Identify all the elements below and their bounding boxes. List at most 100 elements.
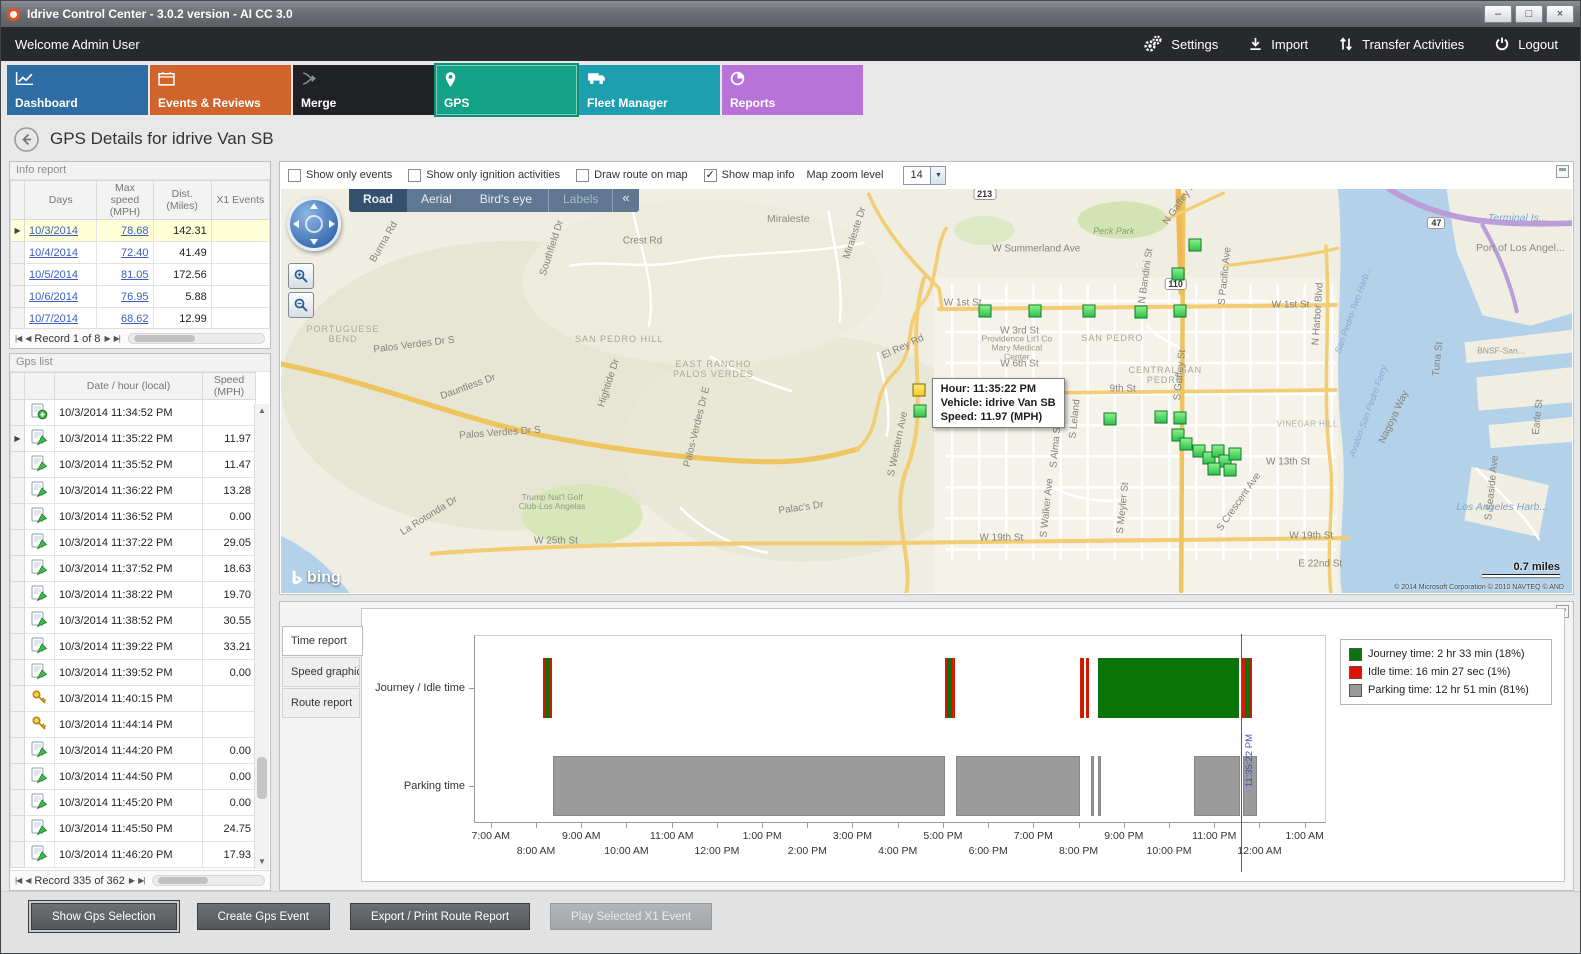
gps-row[interactable]: ▶ 10/3/2014 11:35:22 PM 11.97 (10, 425, 256, 452)
tab-merge[interactable]: Merge (293, 65, 434, 115)
pan-left-icon[interactable] (293, 220, 299, 228)
pan-right-icon[interactable] (329, 220, 335, 228)
vehicle-position-marker[interactable] (1188, 238, 1202, 252)
pager-first-button[interactable]: |◀ (15, 876, 22, 885)
vehicle-position-marker[interactable] (1103, 412, 1117, 426)
map-zoom-select[interactable]: 14 ▼ (903, 165, 947, 185)
gps-row[interactable]: 10/3/2014 11:46:20 PM 17.93 (10, 841, 256, 868)
gps-row[interactable]: 10/3/2014 11:38:22 PM 19.70 (10, 581, 256, 608)
map-view-tab-bird-s-eye[interactable]: Bird's eye (479, 192, 532, 206)
tab-time-report[interactable]: Time report (282, 626, 363, 656)
tab-speed-graphic[interactable]: Speed graphic (282, 657, 360, 687)
topbar-action-logout[interactable]: Logout (1494, 36, 1558, 52)
day-link[interactable]: 10/7/2014 (29, 312, 78, 325)
map-view-tab-labels[interactable]: Labels (548, 189, 612, 212)
pager-next-button[interactable]: ▶ (128, 876, 135, 885)
selected-position-marker[interactable] (912, 383, 926, 397)
vehicle-position-marker[interactable] (1173, 304, 1187, 318)
max-speed-link[interactable]: 78.68 (120, 224, 149, 237)
vehicle-position-marker[interactable] (1192, 444, 1206, 458)
scrollbar-thumb[interactable] (257, 757, 267, 800)
close-button[interactable]: × (1546, 5, 1574, 23)
chevron-down-icon[interactable]: ▼ (930, 166, 946, 184)
checkbox-show-only-events[interactable]: Show only events (288, 168, 392, 182)
map-pan-compass[interactable] (287, 197, 341, 251)
collapse-map-menu-icon[interactable]: « (612, 189, 638, 212)
gps-row[interactable]: 10/3/2014 11:40:15 PM (10, 685, 256, 712)
vehicle-position-marker[interactable] (1207, 462, 1221, 476)
gps-row[interactable]: 10/3/2014 11:44:20 PM 0.00 (10, 737, 256, 764)
map[interactable]: Miraleste Peck Park W Summerland Ave Crest … (281, 189, 1572, 593)
pan-down-icon[interactable] (310, 239, 318, 245)
gps-row[interactable]: 10/3/2014 11:34:52 PM (10, 399, 256, 426)
gps-row[interactable]: 10/3/2014 11:45:50 PM 24.75 (10, 815, 256, 842)
vehicle-position-marker[interactable] (1179, 437, 1193, 451)
checkbox-box[interactable]: ✓ (703, 168, 717, 182)
vehicle-position-marker[interactable] (1171, 267, 1185, 281)
panel-expand-icon[interactable] (1556, 165, 1569, 178)
day-link[interactable]: 10/6/2014 (29, 290, 78, 303)
show-gps-selection-button[interactable]: Show Gps Selection (31, 903, 177, 930)
vehicle-position-marker[interactable] (1082, 304, 1096, 318)
horizontal-scrollbar[interactable] (127, 333, 265, 344)
checkbox-box[interactable] (408, 168, 422, 182)
topbar-action-settings[interactable]: Settings (1142, 35, 1218, 53)
back-button[interactable] (13, 126, 40, 153)
pan-up-icon[interactable] (310, 203, 318, 209)
gps-row[interactable]: 10/3/2014 11:44:14 PM (10, 711, 256, 738)
tab-fleet-manager[interactable]: Fleet Manager (579, 65, 720, 115)
info-row[interactable]: 10/5/2014 81.05 172.56 (9, 263, 271, 286)
info-row[interactable]: ▶ 10/3/2014 78.68 142.31 (9, 219, 271, 242)
pager-first-button[interactable]: |◀ (15, 334, 22, 343)
compass-center[interactable] (305, 215, 323, 233)
vehicle-position-marker[interactable] (978, 304, 992, 318)
tab-dashboard[interactable]: Dashboard (7, 65, 148, 115)
gps-row[interactable]: 10/3/2014 11:38:52 PM 30.55 (10, 607, 256, 634)
checkbox-show-only-ignition-activities[interactable]: Show only ignition activities (408, 168, 560, 182)
horizontal-scrollbar[interactable] (152, 875, 265, 886)
max-speed-link[interactable]: 76.95 (120, 290, 149, 303)
max-speed-link[interactable]: 81.05 (120, 268, 149, 281)
checkbox-show-map-info[interactable]: ✓ Show map info (703, 168, 794, 182)
pager-prev-button[interactable]: ◀ (25, 334, 31, 343)
checkbox-draw-route-on-map[interactable]: Draw route on map (576, 168, 688, 182)
gps-row[interactable]: 10/3/2014 11:39:22 PM 33.21 (10, 633, 256, 660)
pager-prev-button[interactable]: ◀ (25, 876, 31, 885)
info-row[interactable]: 10/4/2014 72.40 41.49 (9, 241, 271, 264)
gps-row[interactable]: 10/3/2014 11:36:22 PM 13.28 (10, 477, 256, 504)
max-speed-link[interactable]: 72.40 (120, 246, 149, 259)
vehicle-position-marker[interactable] (913, 404, 927, 418)
info-row[interactable]: 10/7/2014 68.62 12.99 (9, 307, 271, 330)
tab-gps[interactable]: GPS (434, 63, 579, 117)
pager-last-button[interactable]: ▶| (138, 876, 145, 885)
time-cursor-line[interactable] (1240, 634, 1242, 872)
vehicle-position-marker[interactable] (1228, 447, 1242, 461)
vehicle-position-marker[interactable] (1028, 304, 1042, 318)
info-row[interactable]: 10/6/2014 76.95 5.88 (9, 285, 271, 308)
scroll-down-button[interactable]: ▼ (258, 857, 266, 866)
gps-row[interactable]: 10/3/2014 11:45:20 PM 0.00 (10, 789, 256, 816)
create-gps-event-button[interactable]: Create Gps Event (196, 903, 330, 930)
gps-row[interactable]: 10/3/2014 11:37:52 PM 18.63 (10, 555, 256, 582)
vehicle-position-marker[interactable] (1134, 305, 1148, 319)
day-link[interactable]: 10/3/2014 (29, 224, 78, 237)
vertical-scrollbar[interactable]: ▲ ▼ (254, 404, 269, 869)
gps-row[interactable]: 10/3/2014 11:37:22 PM 29.05 (10, 529, 256, 556)
tab-events-reviews[interactable]: Events & Reviews (150, 65, 291, 115)
tab-reports[interactable]: Reports (722, 65, 863, 115)
scroll-up-button[interactable]: ▲ (258, 406, 266, 415)
vehicle-position-marker[interactable] (1223, 463, 1237, 477)
max-speed-link[interactable]: 68.62 (120, 312, 149, 325)
map-view-tab-aerial[interactable]: Aerial (421, 192, 452, 206)
zoom-in-button[interactable] (288, 263, 314, 289)
gps-row[interactable]: 10/3/2014 11:36:52 PM 0.00 (10, 503, 256, 530)
pager-last-button[interactable]: ▶| (113, 334, 121, 343)
gps-row[interactable]: 10/3/2014 11:35:52 PM 11.47 (10, 451, 256, 478)
zoom-out-button[interactable] (288, 292, 314, 318)
vehicle-position-marker[interactable] (1154, 410, 1168, 424)
checkbox-box[interactable] (288, 168, 301, 182)
topbar-action-import[interactable]: Import (1248, 36, 1308, 52)
day-link[interactable]: 10/4/2014 (29, 246, 78, 259)
maximize-button[interactable]: □ (1515, 5, 1543, 23)
gps-row[interactable]: 10/3/2014 11:39:52 PM 0.00 (10, 659, 256, 686)
